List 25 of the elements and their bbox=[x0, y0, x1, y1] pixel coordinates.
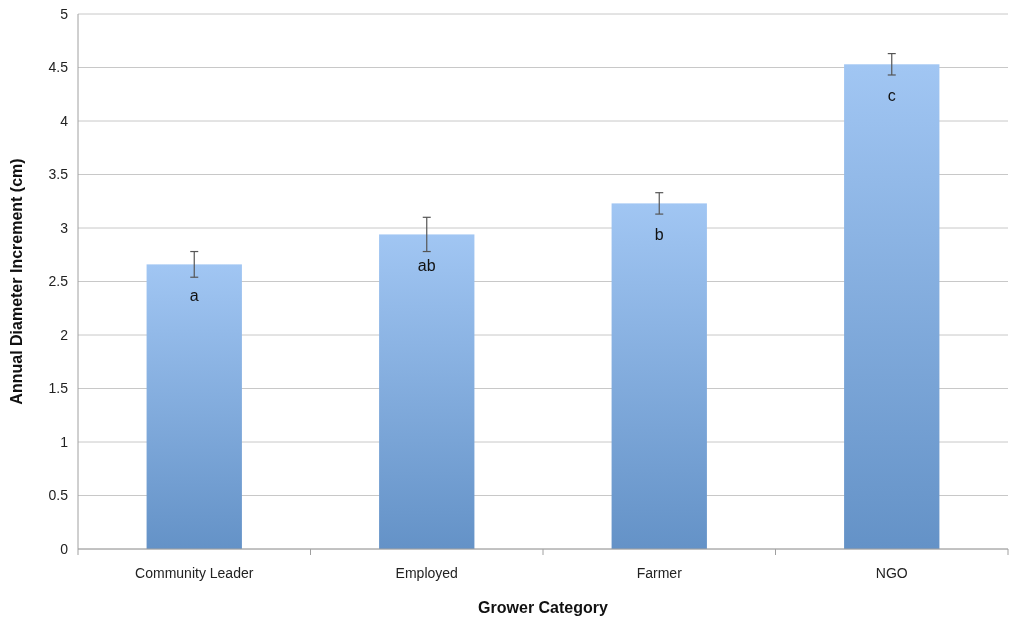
annotation: b bbox=[654, 225, 664, 243]
bar bbox=[379, 234, 475, 549]
x-tick-label: NGO bbox=[875, 565, 908, 581]
y-axis-title: Annual Diameter Increment (cm) bbox=[8, 158, 25, 405]
y-tick-label: 3.5 bbox=[48, 166, 69, 183]
annotation: a bbox=[189, 286, 199, 304]
y-tick-label: 0.5 bbox=[48, 487, 69, 504]
x-axis-title: Grower Category bbox=[478, 599, 609, 616]
annotation: ab bbox=[417, 257, 436, 275]
y-tick-label: 2 bbox=[60, 326, 69, 343]
y-tick-label: 0 bbox=[60, 540, 69, 557]
y-tick-label: 1.5 bbox=[48, 380, 69, 397]
y-tick-label: 4.5 bbox=[48, 59, 69, 76]
y-tick-label: 4 bbox=[60, 112, 69, 129]
y-tick-label: 5 bbox=[60, 5, 69, 22]
x-tick-label: Employed bbox=[395, 565, 458, 581]
y-tick-label: 2.5 bbox=[48, 273, 69, 290]
x-tick-label: Community Leader bbox=[135, 565, 254, 581]
annotation: c bbox=[887, 86, 896, 104]
y-tick-label: 1 bbox=[60, 433, 69, 450]
bar bbox=[844, 64, 940, 549]
y-tick-label: 3 bbox=[60, 219, 69, 236]
bar bbox=[146, 264, 242, 549]
x-tick-label: Farmer bbox=[636, 565, 683, 581]
bar bbox=[611, 203, 707, 549]
